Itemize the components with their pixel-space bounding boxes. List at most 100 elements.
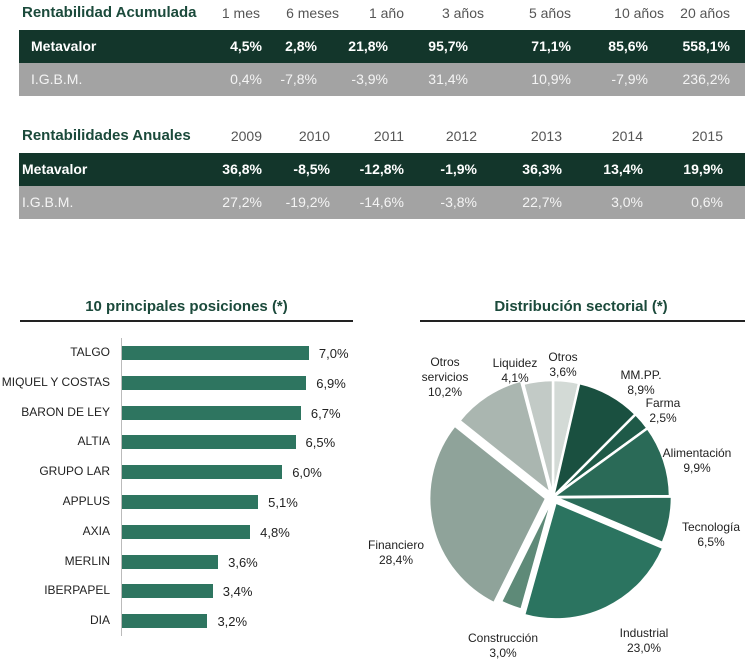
bar-category-label: AXIA: [82, 523, 110, 538]
column-header: 2015: [691, 128, 723, 144]
bar-axis: [121, 338, 122, 636]
bar-category-label: IBERPAPEL: [44, 583, 110, 598]
table-header: Rentabilidad Acumulada 1 mes 6 meses 1 año 3…: [19, 0, 745, 30]
pie-slice-value: 9,9%: [683, 461, 711, 475]
bar-value-label: 3,2%: [217, 614, 248, 630]
pie-slice-value: 8,9%: [627, 383, 655, 397]
pie-slice-label: Construcción 3,0%: [468, 631, 538, 661]
bar-value-label: 5,1%: [268, 495, 298, 510]
table-cell: -1,9%: [440, 161, 477, 177]
bar-category-label: MIQUEL Y COSTAS: [1, 374, 110, 389]
pie-slice-label: Financiero 28,4%: [368, 538, 424, 568]
divider: [420, 320, 745, 322]
bar: [122, 614, 208, 629]
column-header: 6 meses: [286, 5, 339, 21]
bar: [122, 495, 259, 509]
table-row: I.G.B.M. 0,4% -7,8% -3,9% 31,4% 10,9% -7,9% 236…: [19, 63, 745, 96]
table-title: Rentabilidad Acumulada: [22, 4, 197, 21]
bar-value-label: 7,0%: [318, 346, 349, 361]
bar-category-label: MERLIN: [64, 553, 110, 568]
table-cell: 36,3%: [522, 161, 562, 177]
pie-slice-name: MM.PP.: [620, 368, 662, 382]
table-cell: 236,2%: [682, 71, 730, 87]
bar-category-label: BARON DE LEY: [21, 404, 110, 419]
pie-slice-value: 4,1%: [501, 371, 529, 385]
table-cell: 27,2%: [222, 194, 262, 210]
pie-slice: [521, 378, 555, 498]
column-header: 2010: [298, 128, 330, 144]
sector-title: Distribución sectorial (*): [494, 298, 668, 315]
pie-slice-label: Industrial 23,0%: [620, 626, 669, 656]
table-cell: 85,6%: [608, 38, 648, 54]
bar: [122, 554, 219, 569]
table-cell: -8,5%: [293, 161, 330, 177]
table-cell: 19,9%: [683, 161, 723, 177]
pie-slice-value: 2,5%: [649, 411, 677, 425]
rentabilidad-acumulada-table: Rentabilidad Acumulada 1 mes 6 meses 1 año 3…: [19, 0, 745, 96]
column-header: 5 años: [528, 5, 571, 21]
row-label: Metavalor: [31, 38, 97, 54]
column-header: 2013: [530, 128, 562, 144]
column-header: 2011: [373, 128, 404, 144]
table-cell: 558,1%: [682, 38, 730, 54]
table-row: Metavalor 36,8% -8,5% -12,8% -1,9% 36,3% 13,4%…: [19, 153, 745, 186]
bar: [122, 524, 251, 539]
pie-slice-label: MM.PP. 8,9%: [620, 368, 661, 398]
column-header: 10 años: [614, 5, 664, 21]
pie-slice-label: Otros servicios 10,2%: [421, 355, 469, 399]
positions-title: 10 principales posiciones (*): [85, 298, 288, 315]
bar-value-label: 6,5%: [305, 435, 336, 451]
table-cell: -14,6%: [359, 194, 404, 210]
bar-category-label: DIA: [89, 613, 110, 628]
column-header: 2012: [445, 128, 477, 144]
table-cell: 4,5%: [230, 38, 262, 54]
table-cell: 21,8%: [348, 38, 388, 54]
table-cell: -19,2%: [285, 194, 330, 210]
table-cell: 2,8%: [285, 38, 317, 54]
bar-value-label: 3,4%: [222, 584, 253, 600]
bar-value-label: 6,9%: [316, 375, 346, 391]
pie-slice: [522, 500, 665, 621]
table-cell: 22,7%: [522, 194, 562, 210]
bar-value-label: 4,8%: [260, 524, 290, 540]
table-cell: 3,0%: [611, 194, 643, 210]
pie-slice: [554, 495, 674, 545]
pie-slice-label: Otros 3,6%: [548, 350, 577, 380]
column-header: 20 años: [680, 5, 730, 21]
column-header: 3 años: [441, 5, 484, 21]
row-label: I.G.B.M.: [22, 194, 74, 210]
pie-slice-label: Tecnología 6,5%: [682, 520, 740, 550]
bar-category-label: ALTIA: [77, 434, 110, 449]
pie-slice: [499, 496, 555, 612]
table-cell: -7,9%: [611, 71, 648, 87]
table-row: I.G.B.M. 27,2% -19,2% -14,6% -3,8% 22,7% 3,0% 0…: [19, 186, 745, 219]
table-cell: 71,1%: [531, 38, 571, 54]
pie-slice: [457, 378, 553, 497]
pie-slice-name: Construcción: [467, 631, 539, 645]
bar: [122, 435, 296, 450]
table-cell: 31,4%: [428, 71, 468, 87]
pie-slice-name: Alimentación: [662, 446, 732, 460]
table-title: Rentabilidades Anuales: [22, 127, 191, 144]
pie-slice-value: 3,0%: [489, 646, 517, 660]
table-cell: 0,4%: [230, 71, 262, 87]
row-label: I.G.B.M.: [31, 71, 83, 87]
bar-value-label: 3,6%: [228, 554, 258, 570]
pie-slice-name: Farma: [645, 396, 681, 410]
pie-slice-name: Otros: [548, 350, 578, 364]
pie-slice-name: Liquidez: [492, 356, 538, 370]
bar-value-label: 6,7%: [310, 405, 341, 421]
column-header: 2009: [230, 128, 262, 144]
bar-category-label: TALGO: [70, 345, 110, 359]
rentabilidades-anuales-table: Rentabilidades Anuales 2009 2010 2011 2012 20…: [19, 123, 745, 219]
column-header: 2014: [611, 128, 643, 144]
table-cell: -3,8%: [440, 194, 477, 210]
table-cell: 10,9%: [531, 71, 571, 87]
table-header: Rentabilidades Anuales 2009 2010 2011 2012 20…: [19, 123, 745, 153]
table-cell: 13,4%: [603, 161, 643, 177]
bar-value-label: 6,0%: [292, 465, 322, 481]
bar-category-label: GRUPO LAR: [39, 464, 110, 479]
bar: [122, 405, 301, 420]
divider: [20, 320, 353, 322]
